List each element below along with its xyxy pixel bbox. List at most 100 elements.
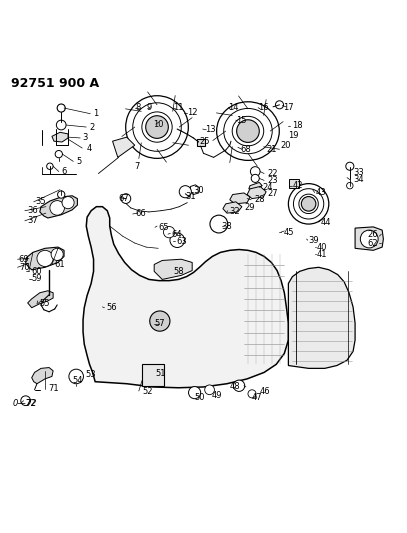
- Text: 56: 56: [107, 303, 117, 312]
- Text: 72: 72: [25, 399, 35, 408]
- Text: 29: 29: [244, 204, 254, 212]
- Text: 62: 62: [367, 239, 378, 247]
- Text: 9: 9: [147, 103, 152, 112]
- Text: 36: 36: [28, 206, 38, 215]
- Polygon shape: [230, 193, 250, 204]
- Text: 48: 48: [230, 383, 241, 391]
- Circle shape: [276, 101, 284, 109]
- Text: 49: 49: [212, 391, 222, 400]
- Circle shape: [121, 193, 131, 204]
- Polygon shape: [289, 268, 355, 368]
- Text: 63: 63: [176, 237, 187, 246]
- Text: 32: 32: [230, 207, 241, 216]
- Bar: [142, 364, 164, 386]
- Text: 13: 13: [206, 125, 216, 134]
- Circle shape: [188, 386, 201, 399]
- Polygon shape: [26, 247, 64, 270]
- Circle shape: [47, 163, 53, 169]
- Text: 47: 47: [252, 393, 263, 402]
- Circle shape: [164, 227, 175, 238]
- Text: 14: 14: [229, 103, 239, 112]
- Circle shape: [170, 233, 184, 247]
- Polygon shape: [32, 368, 53, 384]
- Text: 65: 65: [158, 223, 169, 232]
- Circle shape: [57, 104, 65, 112]
- Text: 3: 3: [82, 133, 88, 142]
- Text: 4: 4: [86, 143, 92, 152]
- Polygon shape: [247, 187, 266, 199]
- Bar: [289, 179, 299, 188]
- Text: 20: 20: [280, 141, 291, 150]
- Text: 35: 35: [35, 197, 46, 206]
- Polygon shape: [223, 202, 242, 213]
- Text: 25: 25: [199, 138, 210, 147]
- Circle shape: [146, 116, 168, 139]
- Text: 51: 51: [155, 369, 166, 378]
- Text: 54: 54: [72, 376, 83, 385]
- Circle shape: [37, 251, 53, 266]
- Polygon shape: [355, 227, 383, 251]
- Circle shape: [55, 150, 62, 158]
- Text: 22: 22: [267, 169, 278, 178]
- Circle shape: [233, 380, 245, 391]
- Polygon shape: [83, 207, 289, 388]
- Text: 6: 6: [61, 167, 67, 176]
- Text: 45: 45: [284, 228, 294, 237]
- Circle shape: [57, 191, 65, 198]
- Polygon shape: [190, 185, 199, 195]
- Circle shape: [62, 197, 74, 209]
- Circle shape: [51, 248, 63, 261]
- Text: 28: 28: [254, 195, 265, 204]
- Text: 0—72: 0—72: [13, 399, 37, 408]
- Text: 7: 7: [134, 161, 139, 171]
- Text: 23: 23: [267, 176, 278, 185]
- Text: 24: 24: [262, 183, 273, 192]
- Circle shape: [251, 174, 259, 182]
- Circle shape: [56, 120, 66, 130]
- Text: 68: 68: [241, 145, 252, 154]
- Text: 61: 61: [54, 260, 65, 269]
- Polygon shape: [249, 182, 262, 190]
- Circle shape: [248, 390, 256, 398]
- Text: 43: 43: [316, 188, 326, 197]
- Text: 92751 900 A: 92751 900 A: [11, 77, 100, 90]
- Text: 55: 55: [40, 299, 50, 308]
- Text: 50: 50: [195, 393, 205, 402]
- Circle shape: [360, 230, 378, 248]
- Text: 71: 71: [48, 384, 59, 393]
- Text: 27: 27: [267, 189, 278, 198]
- Text: 12: 12: [187, 108, 198, 117]
- Circle shape: [210, 215, 228, 233]
- Text: 40: 40: [317, 243, 327, 252]
- Text: 53: 53: [85, 370, 96, 379]
- Text: 5: 5: [76, 157, 81, 166]
- Polygon shape: [52, 132, 68, 142]
- Text: 44: 44: [321, 217, 331, 227]
- Text: 34: 34: [353, 175, 364, 184]
- Text: 52: 52: [142, 386, 153, 395]
- Text: 15: 15: [236, 116, 246, 125]
- Text: 38: 38: [222, 222, 232, 231]
- Circle shape: [50, 200, 64, 215]
- Text: 41: 41: [317, 250, 327, 259]
- Text: 11: 11: [173, 103, 183, 112]
- Text: 10: 10: [153, 120, 164, 128]
- Polygon shape: [154, 259, 192, 279]
- Text: 30: 30: [193, 186, 204, 195]
- Text: 69: 69: [18, 255, 29, 264]
- Text: 26: 26: [367, 230, 378, 239]
- Text: 31: 31: [185, 192, 196, 201]
- Circle shape: [250, 167, 260, 176]
- Text: 21: 21: [266, 145, 277, 154]
- Text: 39: 39: [309, 236, 319, 245]
- Polygon shape: [28, 291, 53, 308]
- Bar: [197, 139, 205, 146]
- Text: 57: 57: [154, 319, 165, 328]
- Text: 64: 64: [171, 230, 182, 239]
- Polygon shape: [113, 137, 135, 157]
- Text: 66: 66: [136, 209, 147, 219]
- Text: 59: 59: [32, 274, 42, 283]
- Text: 58: 58: [173, 267, 184, 276]
- Circle shape: [69, 369, 83, 384]
- Text: 19: 19: [289, 132, 299, 140]
